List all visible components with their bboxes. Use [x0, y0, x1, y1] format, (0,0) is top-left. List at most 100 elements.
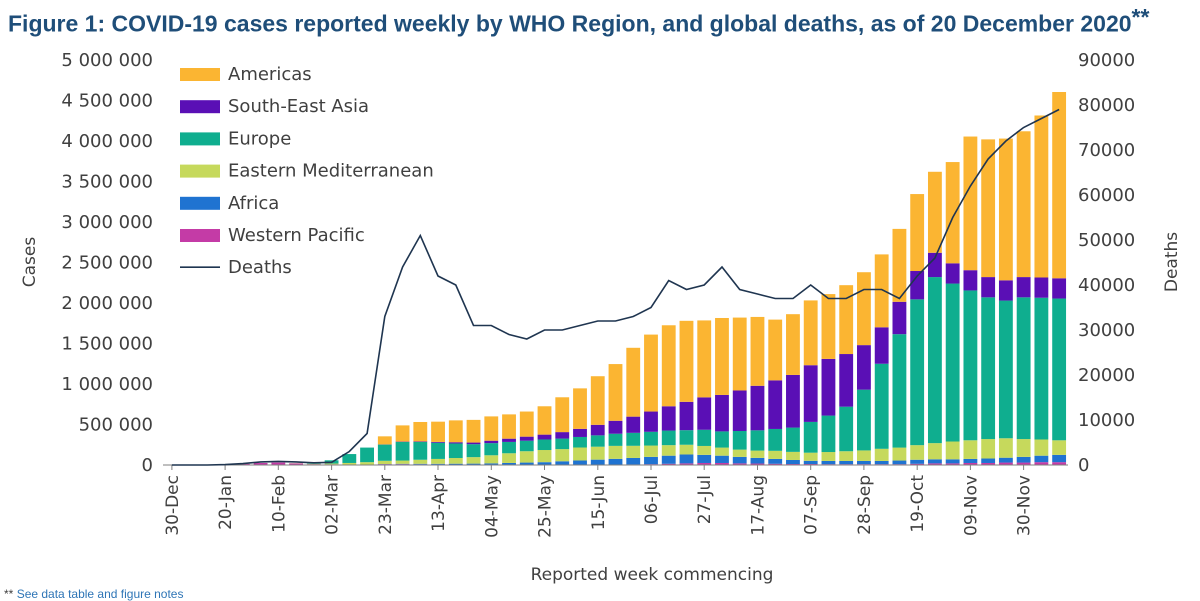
bar-segment-south-east-asia: [1052, 278, 1066, 298]
bar-segment-europe: [751, 430, 765, 450]
bar-segment-americas: [555, 397, 569, 432]
bar-segment-eastern-mediterranean: [697, 446, 711, 455]
bar-segment-eastern-mediterranean: [768, 451, 782, 459]
bar-segment-americas: [502, 414, 516, 438]
bar-segment-africa: [502, 463, 516, 465]
bar-segment-eastern-mediterranean: [910, 445, 924, 460]
bar-segment-eastern-mediterranean: [555, 449, 569, 461]
x-tick-label: 13-Apr: [429, 475, 449, 532]
bar-segment-south-east-asia: [449, 442, 463, 443]
bar-segment-africa: [449, 464, 463, 465]
bar-segment-south-east-asia: [555, 432, 569, 438]
bar-segment-africa: [538, 462, 552, 464]
bar-segment-europe: [963, 290, 977, 440]
bar-segment-americas: [715, 318, 729, 395]
y-right-tick-label: 60000: [1078, 185, 1135, 206]
bar-segment-europe: [733, 431, 747, 450]
bar-segment-africa: [928, 459, 942, 463]
bar-segment-eastern-mediterranean: [999, 438, 1013, 457]
bar-segment-americas: [662, 325, 676, 406]
bar-segment-americas: [413, 422, 427, 441]
legend-label: Eastern Mediterranean: [228, 161, 434, 182]
bar-segment-europe: [697, 430, 711, 446]
bar-segment-africa: [893, 461, 907, 465]
bar-segment-africa: [680, 454, 694, 463]
bar-segment-americas: [910, 194, 924, 271]
bar-segment-europe: [946, 284, 960, 442]
bar-segment-south-east-asia: [520, 437, 534, 441]
bar-segment-europe: [875, 364, 889, 449]
bar-segment-americas: [822, 294, 836, 359]
x-tick-label: 30-Dec: [163, 475, 183, 536]
bar-segment-eastern-mediterranean: [875, 449, 889, 461]
bar-segment-europe: [768, 429, 782, 451]
bar-segment-europe: [573, 437, 587, 448]
legend-swatch-americas: [180, 68, 220, 81]
bar-segment-europe: [538, 439, 552, 450]
bar-segment-eastern-mediterranean: [502, 453, 516, 463]
bar-segment-eastern-mediterranean: [1034, 439, 1048, 455]
bar-segment-europe: [1052, 299, 1066, 441]
footnote-marker: **: [4, 587, 13, 601]
y-tick-label: 1 000 000: [61, 374, 153, 395]
legend-label: South-East Asia: [228, 96, 369, 117]
bar-segment-eastern-mediterranean: [573, 448, 587, 461]
y-right-tick-label: 70000: [1078, 140, 1135, 161]
bar-segment-europe: [609, 434, 623, 446]
bar-segment-south-east-asia: [893, 302, 907, 334]
bar-segment-eastern-mediterranean: [396, 461, 410, 464]
bar-segment-europe: [1034, 298, 1048, 440]
bar-segment-africa: [609, 459, 623, 465]
bar-segment-south-east-asia: [1034, 277, 1048, 297]
axes-layer: [163, 465, 1068, 470]
bar-segment-eastern-mediterranean: [680, 445, 694, 455]
bar-segment-south-east-asia: [999, 280, 1013, 300]
bar-segment-eastern-mediterranean: [538, 450, 552, 462]
bar-segment-americas: [467, 420, 481, 443]
y-right-tick-label: 10000: [1078, 410, 1135, 431]
bar-segment-south-east-asia: [680, 402, 694, 430]
y-right-tick-label: 40000: [1078, 275, 1135, 296]
bar-segment-americas: [804, 300, 818, 365]
bar-segment-europe: [591, 435, 605, 446]
bar-segment-africa: [662, 456, 676, 464]
bar-segment-africa: [1017, 457, 1031, 463]
bar-segment-americas: [609, 364, 623, 421]
bar-segment-europe: [626, 433, 640, 446]
bar-segment-eastern-mediterranean: [804, 453, 818, 461]
bar-segment-south-east-asia: [768, 380, 782, 429]
footnote: ** See data table and figure notes: [4, 588, 183, 600]
bar-segment-south-east-asia: [591, 425, 605, 436]
x-tick-label: 06-Jul: [642, 475, 662, 524]
y-right-tick-label: 50000: [1078, 230, 1135, 251]
bar-segment-americas: [786, 314, 800, 375]
bar-segment-americas: [680, 321, 694, 402]
y-tick-label: 4 500 000: [61, 91, 153, 112]
x-tick-label: 02-Mar: [323, 475, 343, 535]
bar-segment-americas: [396, 425, 410, 441]
bar-segment-africa: [999, 458, 1013, 463]
bar-segment-europe: [396, 442, 410, 461]
bar-segment-americas: [520, 412, 534, 437]
bar-segment-eastern-mediterranean: [467, 457, 481, 463]
bar-segment-europe: [910, 299, 924, 445]
y-tick-label: 4 000 000: [61, 131, 153, 152]
x-tick-label: 25-May: [536, 475, 556, 538]
y-right-tick-label: 0: [1078, 455, 1089, 476]
bar-segment-south-east-asia: [946, 263, 960, 283]
bar-segment-europe: [839, 407, 853, 452]
y-tick-label: 2 000 000: [61, 293, 153, 314]
bar-segment-americas: [591, 376, 605, 425]
bar-segment-south-east-asia: [573, 429, 587, 437]
footnote-link[interactable]: See data table and figure notes: [17, 587, 184, 601]
bar-segment-africa: [413, 464, 427, 465]
bar-segment-europe: [715, 431, 729, 447]
bar-segment-eastern-mediterranean: [360, 462, 374, 464]
bar-segment-europe: [804, 422, 818, 453]
x-tick-label: 20-Jan: [216, 475, 236, 530]
y-right-tick-label: 20000: [1078, 365, 1135, 386]
x-tick-label: 07-Sep: [802, 475, 822, 535]
y-tick-label: 500 000: [79, 415, 153, 436]
